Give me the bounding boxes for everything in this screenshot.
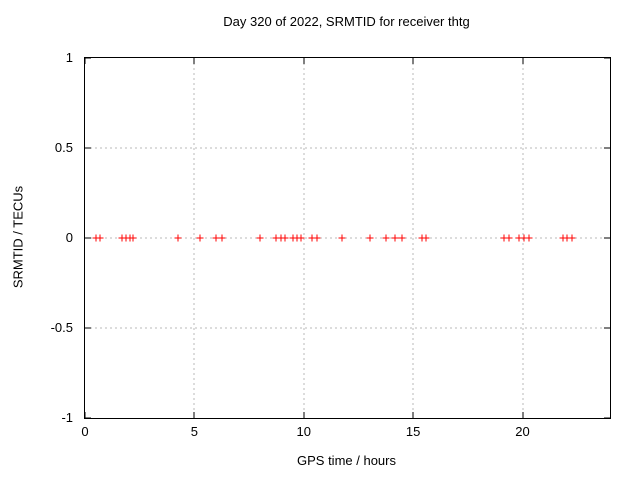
scatter-point xyxy=(568,234,576,242)
scatter-point xyxy=(338,234,346,242)
scatter-point xyxy=(398,234,406,242)
x-axis-label: GPS time / hours xyxy=(297,453,396,468)
x-tick-label: 5 xyxy=(190,424,198,439)
x-tick-mark xyxy=(84,412,86,418)
scatter-point xyxy=(174,234,182,242)
scatter-point xyxy=(500,234,508,242)
x-tick-mark xyxy=(303,58,305,64)
scatter-point xyxy=(520,234,528,242)
x-tick-mark xyxy=(412,58,414,64)
x-tick-mark xyxy=(522,58,523,64)
scatter-point xyxy=(272,234,280,242)
scatter-point xyxy=(281,234,289,242)
scatter-point xyxy=(289,234,297,242)
scatter-point xyxy=(366,234,374,242)
scatter-point xyxy=(563,234,571,242)
chart-title: Day 320 of 2022, SRMTID for receiver tht… xyxy=(223,14,470,29)
y-tick-label: -0.5 xyxy=(50,320,73,335)
y-tick-mark xyxy=(604,147,610,149)
scatter-point xyxy=(418,234,426,242)
x-tick-mark xyxy=(412,412,414,418)
x-tick-mark xyxy=(193,412,195,418)
scatter-point xyxy=(92,234,100,242)
y-tick-label: 1 xyxy=(65,50,73,65)
scatter-point xyxy=(218,234,225,242)
y-tick-mark xyxy=(85,237,91,239)
scatter-point xyxy=(505,234,513,242)
x-tick-mark xyxy=(84,58,86,64)
x-tick-mark xyxy=(522,412,523,418)
scatter-point xyxy=(196,234,204,242)
x-tick-label: 15 xyxy=(405,424,421,439)
y-gridline xyxy=(85,147,610,149)
scatter-point xyxy=(297,234,305,242)
y-tick-label: -1 xyxy=(61,410,73,425)
scatter-point xyxy=(391,234,399,242)
x-tick-label: 10 xyxy=(296,424,311,439)
y-gridline xyxy=(85,327,610,329)
scatter-point xyxy=(277,234,285,242)
y-tick-mark xyxy=(604,57,610,59)
scatter-point xyxy=(256,234,264,242)
plot-area: 0 5 10 15 20 1 0.5 0 -0.5 -1 xyxy=(51,51,611,439)
x-tick-label: 0 xyxy=(81,424,89,439)
scatter-point xyxy=(293,234,301,242)
y-tick-label: 0 xyxy=(65,230,73,245)
y-tick-mark xyxy=(604,417,610,419)
y-gridline xyxy=(85,237,610,239)
x-tick-mark xyxy=(193,58,195,64)
scatter-point xyxy=(313,234,321,242)
y-tick-label: 0.5 xyxy=(54,140,73,155)
y-axis-label: SRMTID / TECUs xyxy=(10,185,26,289)
scatter-point xyxy=(118,234,126,242)
x-tick-label: 20 xyxy=(515,424,530,439)
y-tick-mark xyxy=(604,327,610,329)
scatter-point xyxy=(308,234,316,242)
scatter-point xyxy=(515,234,523,242)
y-tick-mark xyxy=(85,147,91,149)
y-tick-mark xyxy=(85,327,91,329)
y-tick-mark xyxy=(85,57,91,59)
scatter-point xyxy=(525,234,533,242)
y-tick-mark xyxy=(85,417,91,419)
scatter-point xyxy=(212,234,220,242)
scatter-point xyxy=(382,234,390,242)
x-tick-mark xyxy=(303,412,305,418)
scatter-point xyxy=(129,234,137,242)
scatter-point xyxy=(559,234,567,242)
scatter-point xyxy=(96,234,104,242)
y-tick-mark xyxy=(604,237,610,239)
scatter-point xyxy=(422,234,430,242)
